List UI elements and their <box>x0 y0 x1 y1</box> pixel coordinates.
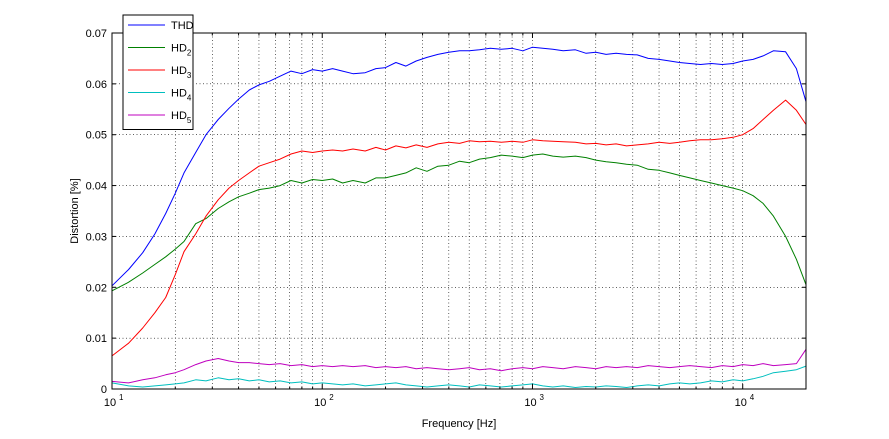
y-tick-label: 0.02 <box>86 282 107 294</box>
legend-entry: HD2 <box>171 43 192 58</box>
series-lines <box>111 46 807 388</box>
x-tick-exponent: 2 <box>329 393 334 402</box>
plot-frame <box>111 32 807 390</box>
series-line-hd5 <box>111 349 807 384</box>
y-tick-label: 0.03 <box>86 231 107 243</box>
x-tick-label: 10 <box>314 397 326 409</box>
y-tick-label: 0.05 <box>86 130 107 142</box>
x-tick-exponent: 1 <box>119 393 124 402</box>
legend-entry: THD <box>171 20 194 32</box>
plot-area <box>112 33 806 389</box>
legend-entry: HD4 <box>171 88 192 103</box>
series-line-hd3 <box>111 99 807 357</box>
legend-box <box>122 14 194 130</box>
x-tick-label: 10 <box>104 397 116 409</box>
y-tick-label: 0.01 <box>86 333 107 345</box>
y-axis-label: Distortion [%] <box>69 178 81 243</box>
x-tick-exponent: 3 <box>539 393 544 402</box>
x-tick-label: 10 <box>524 397 536 409</box>
y-tick-label: 0.06 <box>86 79 107 91</box>
series-line-hd4 <box>111 365 807 388</box>
x-axis-label: Frequency [Hz] <box>422 418 497 430</box>
grid <box>112 33 806 389</box>
legend-entry: HD5 <box>171 110 192 125</box>
series-line-hd2 <box>111 153 807 292</box>
x-tick-exponent: 4 <box>750 393 755 402</box>
y-tick-label: 0.07 <box>86 28 107 40</box>
x-tick-label: 10 <box>735 397 747 409</box>
legend-entry: HD3 <box>171 65 192 80</box>
legend: THD HD2 HD3 HD4 HD5 <box>122 14 194 130</box>
y-tick-label: 0 <box>101 384 107 396</box>
y-tick-label: 0.04 <box>86 181 107 193</box>
series-line-thd <box>111 46 807 287</box>
